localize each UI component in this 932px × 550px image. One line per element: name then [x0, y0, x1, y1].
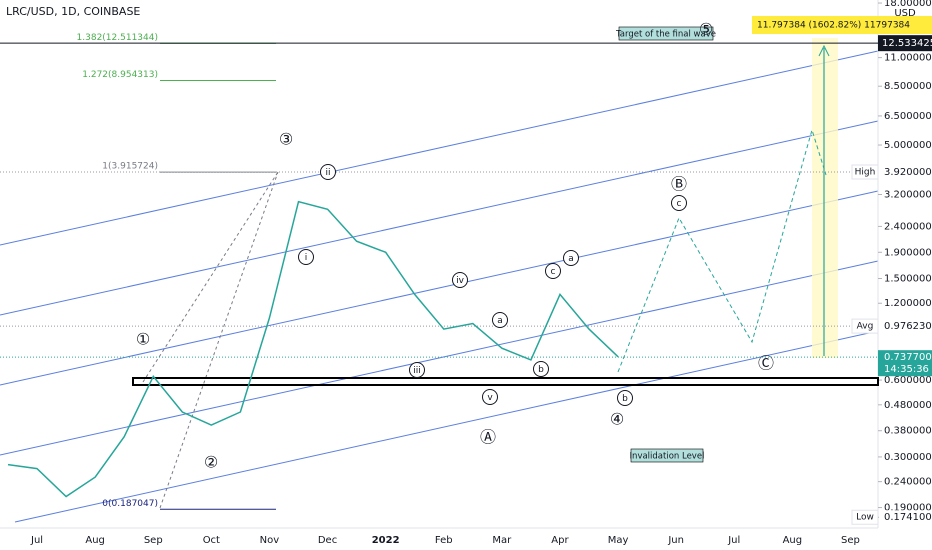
last-price-label: 0.737700 [884, 352, 932, 363]
x-tick-label: Jul [30, 535, 43, 546]
price-name: Avg [857, 322, 874, 332]
subwave-circle [545, 263, 561, 279]
x-tick-label: Aug [783, 535, 803, 546]
wave-label: ① [136, 330, 150, 349]
y-tick-label: 11.000000 [884, 53, 932, 64]
wave-label: ⑤ [699, 20, 713, 39]
y-tick-label: 1.200000 [884, 298, 932, 309]
price-value: 0.976230 [884, 321, 932, 332]
price-value-box [879, 319, 932, 334]
price-name: Low [856, 513, 874, 523]
x-tick-label: Mar [492, 535, 512, 546]
price-value: 3.920000 [884, 167, 932, 178]
x-tick-label: Aug [85, 535, 105, 546]
y-tick-label: 1.500000 [884, 274, 932, 285]
y-tick-label: 0.380000 [884, 426, 932, 437]
price-name-box [851, 164, 879, 180]
measure-box [752, 16, 932, 34]
subwave-label: b [622, 394, 628, 404]
subwave-label: c [551, 267, 556, 277]
invalidation-note: Invalidation Level [630, 452, 705, 462]
subwave-circle [482, 389, 498, 405]
y-tick-label: 0.600000 [884, 375, 932, 386]
y-tick-label: 0.240000 [884, 477, 932, 488]
wave-label: Ⓒ [758, 354, 774, 373]
invalidation-box [630, 448, 704, 463]
last-price-box [878, 350, 932, 377]
y-tick-label: 0.190000 [884, 503, 932, 514]
measure-area [812, 38, 838, 358]
y-tick-label: 5.000000 [884, 140, 932, 151]
subwave-label: a [497, 316, 503, 326]
x-tick-label: Jun [667, 535, 684, 546]
subwave-label: iii [413, 366, 421, 376]
subwave-circle [409, 362, 425, 378]
x-tick-label: Sep [144, 535, 163, 546]
x-tick-label: Apr [551, 535, 569, 546]
fib-label: 0(0.187047) [102, 499, 158, 509]
y-tick-label: 1.900000 [884, 247, 932, 258]
subwave-circle [298, 249, 314, 265]
subwave-circle [671, 195, 687, 211]
x-tick-label: Dec [318, 535, 337, 546]
subwave-circle [563, 250, 579, 266]
fib-guides [142, 171, 279, 509]
x-tick-label: Feb [435, 535, 453, 546]
x-tick-label: 2022 [372, 535, 400, 546]
subwave-circle [617, 390, 633, 406]
wave-label: ③ [279, 130, 293, 149]
y-tick-label: 3.200000 [884, 190, 932, 201]
price-name-box [851, 318, 879, 334]
y-tick-label: 0.300000 [884, 452, 932, 463]
support-zone [132, 377, 879, 386]
wave-label: Ⓑ [671, 175, 687, 194]
wave-label: Ⓐ [480, 428, 496, 447]
price-line-series [7, 200, 619, 498]
subwave-label: iv [456, 276, 465, 286]
measure-label: 11.797384 (1602.82%) 11797384 [757, 21, 910, 31]
price-value-box [879, 510, 932, 525]
projection-path [617, 128, 827, 373]
price-value: 0.174100 [884, 512, 932, 523]
subwave-label: i [305, 253, 308, 263]
target-label: 12.533425 [882, 38, 932, 49]
x-tick-label: Nov [260, 535, 280, 546]
x-tick-label: Oct [203, 535, 220, 546]
y-tick-label: 18.000000 [884, 0, 932, 9]
price-name-box [851, 509, 879, 525]
arrow-head [818, 44, 830, 57]
fib-label: 1.382(12.511344) [77, 33, 158, 43]
target-box [878, 35, 932, 52]
wave-label: ④ [610, 410, 624, 429]
fib-label: 1.272(8.954313) [82, 70, 158, 80]
subwave-circle [452, 272, 468, 288]
fib-label: 1(3.915724) [102, 162, 158, 172]
wave-label: ② [204, 453, 218, 472]
subwave-label: ii [325, 168, 330, 178]
countdown: 14:35:36 [884, 364, 929, 375]
y-tick-label: 8.500000 [884, 81, 932, 92]
chart-title: LRC/USD, 1D, COINBASE [6, 5, 140, 18]
x-tick-label: Jul [727, 535, 740, 546]
subwave-label: c [677, 199, 682, 209]
y-unit: USD [894, 8, 916, 19]
subwave-circle [492, 312, 508, 328]
target-note-box [618, 26, 714, 41]
y-tick-label: 0.480000 [884, 400, 932, 411]
subwave-label: v [487, 393, 493, 403]
y-tick-label: 6.500000 [884, 111, 932, 122]
y-tick-label: 2.400000 [884, 221, 932, 232]
channel [0, 50, 879, 523]
target-note: Target of the final wave [615, 30, 716, 40]
subwave-label: a [568, 254, 574, 264]
subwave-circle [533, 361, 549, 377]
price-value-box [879, 165, 932, 180]
subwave-label: b [538, 365, 544, 375]
price-name: High [855, 168, 876, 178]
x-tick-label: Sep [841, 535, 860, 546]
subwave-circle [320, 164, 336, 180]
x-tick-label: May [608, 535, 629, 546]
